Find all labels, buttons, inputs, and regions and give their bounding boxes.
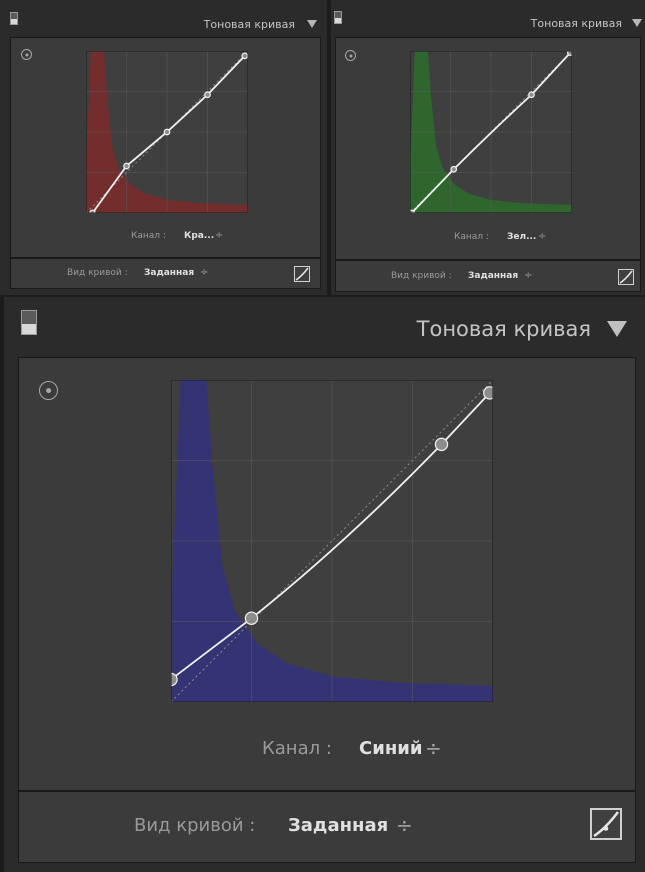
channel-spinner-icon[interactable]: ÷ <box>425 736 442 760</box>
curve-control-point <box>205 92 211 98</box>
curve-control-point <box>484 387 493 399</box>
channel-label: Канал : <box>262 738 332 759</box>
panel-footer: Вид кривой : Заданная ÷ <box>18 791 636 863</box>
panel-toggle-switch[interactable] <box>10 12 18 25</box>
point-curve-edit-button[interactable] <box>294 266 310 282</box>
curve-edit-icon <box>295 267 309 281</box>
collapse-triangle-icon[interactable] <box>632 19 642 27</box>
curve-control-point <box>171 673 177 685</box>
curve-control-point <box>90 210 96 213</box>
curve-control-point <box>124 163 130 169</box>
collapse-triangle-icon[interactable] <box>307 20 317 28</box>
panel-title: Тоновая кривая <box>530 17 622 30</box>
channel-select[interactable]: Зел... <box>507 232 537 242</box>
channel-select[interactable]: Кра... <box>184 231 215 241</box>
curve-type-select[interactable]: Заданная <box>288 815 389 836</box>
point-curve-edit-button[interactable] <box>590 808 622 840</box>
panel-toggle-switch[interactable] <box>21 310 37 335</box>
curve-control-point <box>242 53 248 59</box>
tone-curve-graph[interactable] <box>171 380 493 702</box>
panel-header[interactable]: Тоновая кривая <box>0 0 327 36</box>
tone-curve-panel-blue: Тоновая кривая Канал : Синий ÷ Вид криво… <box>4 297 645 872</box>
curve-control-point <box>245 612 257 624</box>
panel-body: Канал : Синий ÷ <box>18 357 636 791</box>
curve-type-label: Вид кривой : <box>67 268 128 278</box>
point-curve-edit-button[interactable] <box>618 269 634 285</box>
curve-edit-icon <box>593 811 619 838</box>
tone-curve-graph[interactable] <box>410 51 572 213</box>
tone-curve-panel-green: Тоновая кривая Канал : Зел... ÷ Вид крив… <box>331 0 645 295</box>
panel-body: Канал : Кра... ÷ <box>10 37 321 258</box>
curve-control-point <box>451 167 457 173</box>
tone-curve-line <box>412 53 571 213</box>
panel-header[interactable]: Тоновая кривая <box>4 297 645 355</box>
curve-control-point <box>410 210 414 213</box>
panel-header[interactable]: Тоновая кривая <box>331 0 645 36</box>
channel-spinner-icon[interactable]: ÷ <box>215 230 224 241</box>
curve-type-select[interactable]: Заданная <box>144 268 195 278</box>
curve-edit-icon <box>619 270 633 284</box>
curve-control-point <box>568 51 572 55</box>
curve-type-spinner-icon[interactable]: ÷ <box>396 813 413 837</box>
panel-toggle-switch[interactable] <box>334 11 342 24</box>
curve-type-spinner-icon[interactable]: ÷ <box>524 270 533 281</box>
baseline-diagonal <box>86 51 248 213</box>
curve-control-point <box>529 92 535 98</box>
curve-type-select[interactable]: Заданная <box>468 271 519 281</box>
channel-select[interactable]: Синий <box>359 738 423 759</box>
channel-label: Канал : <box>131 231 166 241</box>
curve-type-label: Вид кривой : <box>134 815 256 836</box>
curve-type-spinner-icon[interactable]: ÷ <box>200 267 209 278</box>
panel-footer: Вид кривой : Заданная ÷ <box>10 258 321 289</box>
curve-control-point <box>435 438 447 450</box>
target-adjustment-icon[interactable] <box>21 49 32 60</box>
panel-title: Тоновая кривая <box>203 18 295 31</box>
tone-curve-line <box>171 393 490 680</box>
baseline-diagonal <box>410 51 572 213</box>
tone-curve-panel-red: Тоновая кривая Канал : Кра... ÷ Вид крив… <box>0 0 327 295</box>
channel-label: Канал : <box>454 232 489 242</box>
channel-spinner-icon[interactable]: ÷ <box>538 231 547 242</box>
baseline-diagonal <box>171 380 493 702</box>
histogram <box>86 51 248 213</box>
target-adjustment-icon[interactable] <box>345 50 356 61</box>
panel-body: Канал : Зел... ÷ <box>335 37 641 260</box>
panel-footer: Вид кривой : Заданная ÷ <box>335 260 641 292</box>
curve-control-point <box>164 129 170 135</box>
target-adjustment-icon[interactable] <box>39 381 58 400</box>
panel-title: Тоновая кривая <box>416 317 591 341</box>
tone-curve-graph[interactable] <box>86 51 248 213</box>
collapse-triangle-icon[interactable] <box>607 321 627 337</box>
curve-type-label: Вид кривой : <box>391 271 452 281</box>
